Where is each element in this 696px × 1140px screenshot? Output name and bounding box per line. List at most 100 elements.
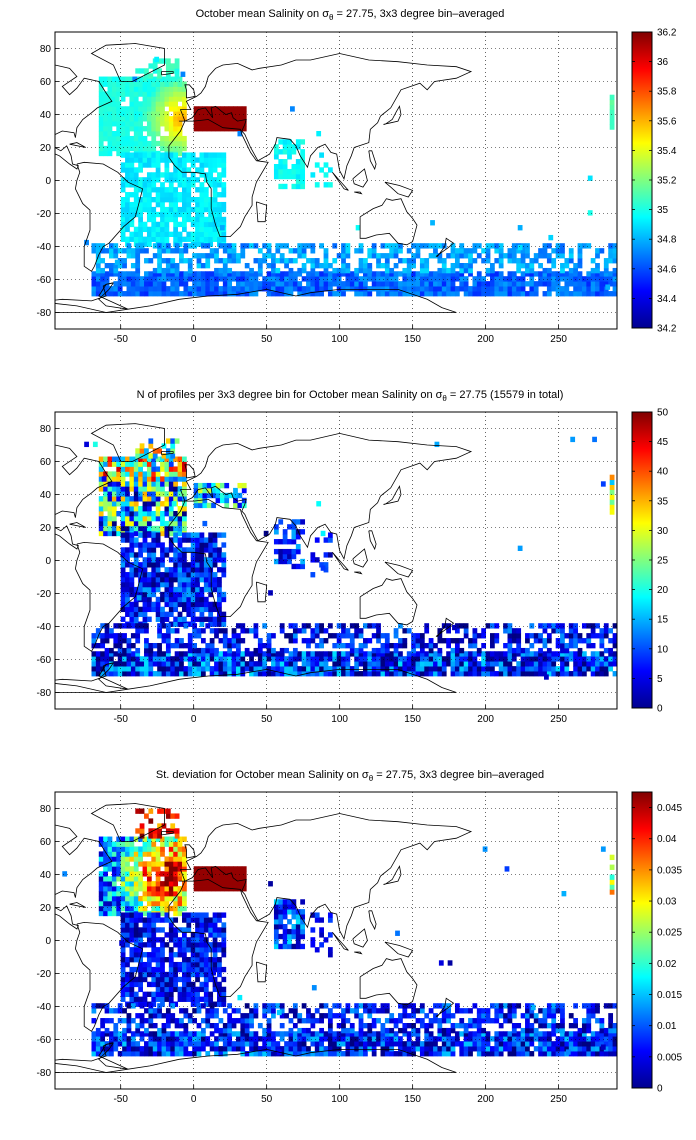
heatmap-cell bbox=[103, 126, 108, 132]
heatmap-cell bbox=[129, 841, 135, 847]
heatmap-cell bbox=[160, 1001, 165, 1007]
heatmap-cell bbox=[139, 628, 145, 634]
heatmap-cell bbox=[319, 286, 324, 292]
heatmap-cell bbox=[120, 506, 126, 512]
heatmap-cell bbox=[244, 291, 250, 297]
heatmap-cell bbox=[233, 116, 238, 122]
y-tick-label: -60 bbox=[37, 275, 52, 286]
heatmap-cell bbox=[103, 515, 108, 522]
heatmap-cell bbox=[179, 276, 184, 282]
heatmap-cell bbox=[208, 552, 214, 558]
heatmap-cell bbox=[206, 866, 212, 872]
heatmap-cell bbox=[116, 106, 122, 112]
heatmap-cell bbox=[459, 638, 465, 644]
heatmap-cell bbox=[214, 633, 219, 639]
heatmap-cell bbox=[173, 486, 179, 492]
heatmap-cell bbox=[287, 539, 292, 545]
heatmap-cell bbox=[419, 276, 425, 282]
heatmap-cell bbox=[125, 81, 130, 87]
heatmap-cell bbox=[177, 206, 183, 213]
heatmap-cell bbox=[217, 986, 222, 993]
heatmap-cell bbox=[177, 520, 183, 527]
heatmap-cell bbox=[164, 496, 170, 502]
heatmap-cell bbox=[125, 861, 130, 867]
heatmap-cell bbox=[155, 971, 161, 978]
heatmap-cell bbox=[142, 557, 148, 563]
heatmap-cell bbox=[195, 211, 200, 218]
heatmap-cell bbox=[116, 841, 122, 847]
heatmap-cell bbox=[173, 851, 179, 857]
heatmap-cell bbox=[441, 1046, 447, 1052]
heatmap-cell bbox=[494, 286, 500, 292]
heatmap-cell bbox=[138, 111, 143, 117]
heatmap-cell bbox=[199, 606, 205, 613]
heatmap-cell bbox=[608, 666, 614, 672]
heatmap-cell bbox=[133, 187, 139, 193]
heatmap-cell bbox=[173, 116, 179, 122]
heatmap-cell bbox=[198, 126, 203, 132]
heatmap-cell bbox=[133, 952, 139, 958]
heatmap-cell bbox=[130, 656, 136, 662]
heatmap-cell bbox=[279, 271, 285, 277]
heatmap-cell bbox=[165, 633, 171, 639]
heatmap-cell bbox=[116, 461, 122, 467]
heatmap-cell bbox=[219, 876, 225, 882]
heatmap-cell bbox=[125, 525, 130, 532]
heatmap-cell bbox=[186, 937, 192, 943]
heatmap-cell bbox=[599, 638, 605, 644]
heatmap-cell bbox=[301, 656, 307, 662]
heatmap-cell bbox=[406, 656, 412, 662]
heatmap-cell bbox=[160, 547, 165, 553]
heatmap-cell bbox=[155, 491, 161, 497]
coastline-path bbox=[55, 662, 130, 693]
heatmap-cell bbox=[133, 116, 139, 122]
heatmap-cell bbox=[103, 121, 108, 127]
heatmap-cell bbox=[155, 871, 161, 877]
heatmap-cell bbox=[151, 577, 157, 583]
heatmap-cell bbox=[98, 886, 104, 892]
heatmap-cell bbox=[459, 253, 465, 259]
heatmap-cell bbox=[297, 253, 303, 259]
heatmap-cell bbox=[116, 486, 122, 492]
heatmap-cell bbox=[468, 656, 473, 662]
heatmap-cell bbox=[116, 121, 122, 127]
heatmap-cell bbox=[485, 291, 491, 297]
heatmap-cell bbox=[155, 511, 161, 517]
heatmap-cell bbox=[428, 656, 434, 662]
heatmap-cell bbox=[551, 286, 557, 292]
heatmap-cell bbox=[202, 106, 208, 112]
heatmap-cell bbox=[354, 1036, 360, 1042]
heatmap-cell bbox=[160, 577, 165, 583]
colorbar-tick-label: 34.4 bbox=[657, 294, 677, 305]
heatmap-cell bbox=[292, 651, 298, 657]
heatmap-cell bbox=[116, 525, 122, 532]
heatmap-cell bbox=[179, 1041, 184, 1047]
heatmap-cell bbox=[295, 943, 301, 950]
heatmap-cell bbox=[419, 633, 425, 639]
heatmap-cell bbox=[160, 172, 165, 178]
heatmap-cell bbox=[152, 1036, 158, 1042]
heatmap-cell bbox=[459, 623, 465, 629]
heatmap-cell bbox=[111, 520, 117, 527]
heatmap-cell bbox=[186, 197, 192, 203]
heatmap-cell bbox=[174, 671, 180, 677]
heatmap-cell bbox=[310, 942, 316, 948]
heatmap-cell bbox=[257, 271, 263, 277]
heatmap-cell bbox=[203, 197, 209, 203]
heatmap-cell bbox=[139, 833, 145, 839]
heatmap-cell bbox=[195, 961, 200, 968]
heatmap-cell bbox=[164, 957, 170, 963]
heatmap-cell bbox=[363, 286, 368, 292]
heatmap-cell bbox=[257, 1046, 263, 1052]
heatmap-cell bbox=[227, 1031, 233, 1037]
heatmap-cell bbox=[415, 671, 421, 677]
heatmap-cell bbox=[300, 924, 306, 930]
heatmap-cell bbox=[354, 286, 360, 292]
heatmap-cell bbox=[202, 487, 208, 494]
heatmap-cell bbox=[103, 891, 108, 897]
heatmap-cell bbox=[389, 267, 395, 274]
heatmap-cell bbox=[233, 497, 238, 504]
heatmap-cell bbox=[538, 271, 543, 277]
